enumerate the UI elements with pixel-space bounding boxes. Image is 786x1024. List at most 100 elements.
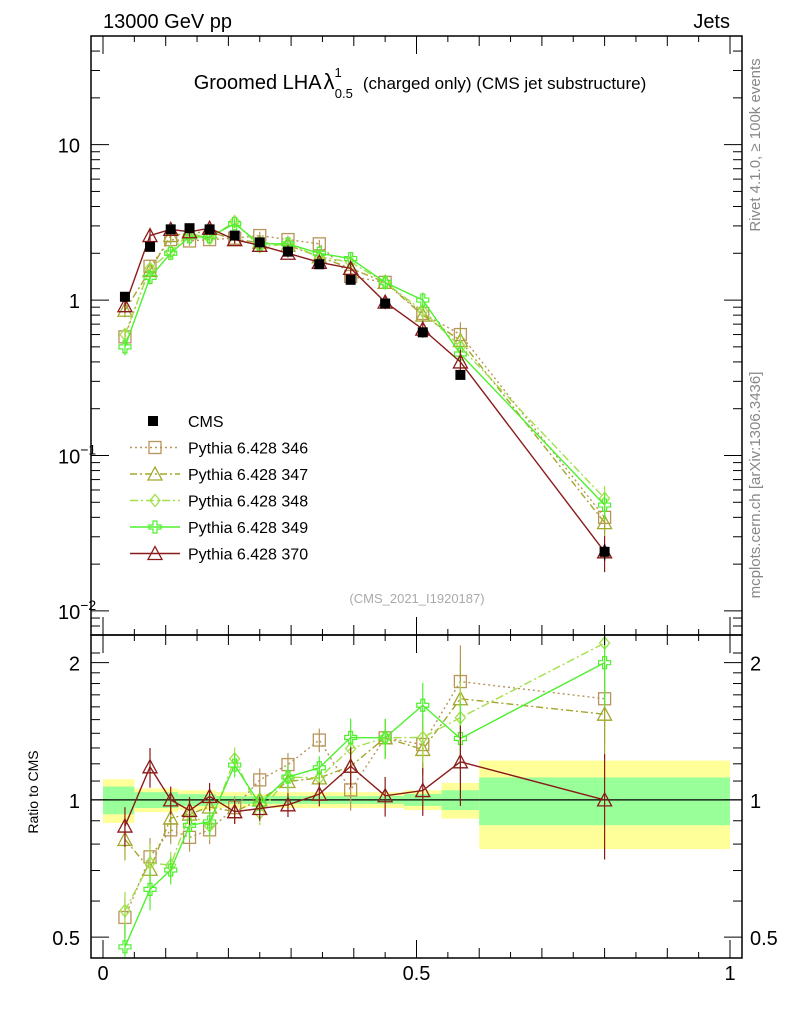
series-point [598, 498, 612, 512]
legend-marker [148, 520, 162, 534]
ratio-point [311, 785, 328, 801]
ratio-point [251, 800, 268, 816]
ratio-point [414, 782, 431, 798]
ratio-point [162, 791, 179, 807]
ratio-point [416, 730, 429, 745]
ratio-point [141, 758, 159, 774]
ratio-tick-label-right: 1 [750, 791, 761, 813]
y-tick-label: 1 [69, 291, 80, 313]
ratio-point [281, 770, 295, 784]
ratio-point [253, 773, 267, 787]
ratio-point [253, 797, 267, 811]
ratio-point [377, 787, 394, 803]
legend: CMS Pythia 6.428 346 Pythia 6.428 347 Pythi… [130, 414, 308, 564]
ratio-point [596, 791, 613, 807]
ratio-line [124, 698, 605, 871]
ratio-point [452, 753, 469, 769]
ratio-point [279, 796, 297, 812]
ratio-axis-label: Ratio to CMS [25, 750, 41, 833]
legend-label: Pythia 6.428 348 [188, 494, 308, 511]
x-tick-label: 0 [97, 963, 108, 985]
ratio-point [312, 733, 326, 747]
series-point [118, 340, 132, 354]
y-tick-label: 10−1 [58, 441, 96, 468]
process-label: Jets [693, 11, 730, 33]
series-point [116, 301, 134, 317]
ratio-point [116, 817, 134, 833]
legend-label: Pythia 6.428 347 [188, 467, 308, 484]
data-point [119, 291, 130, 302]
y-tick-label: 10 [58, 136, 80, 158]
series-point [416, 293, 430, 307]
series-point [141, 227, 159, 243]
legend-label: Pythia 6.428 346 [188, 441, 308, 458]
ratio-point [164, 863, 178, 877]
data-point [165, 224, 176, 235]
series-point [164, 246, 178, 260]
ratio-point [596, 705, 613, 721]
legend-label-cms: CMS [188, 414, 224, 431]
ratio-point [342, 757, 359, 773]
series-point [596, 514, 613, 530]
series-point [416, 304, 429, 319]
source-site-label: mcplots.cern.ch [arXiv:1306.3436] [747, 372, 764, 599]
ratio-tick-label-left: 1 [69, 791, 80, 813]
legend-marker [149, 493, 161, 508]
ratio-point [226, 803, 243, 819]
ratio-line [124, 662, 605, 948]
legend-marker [146, 465, 164, 481]
series-point [228, 217, 242, 231]
ratio-tick-label-right: 2 [750, 654, 761, 676]
series-point [342, 259, 359, 275]
ratio-point [201, 788, 218, 804]
rivet-version-label: Rivet 4.1.0, ≥ 100k events [747, 58, 764, 231]
x-tick-label: 0.5 [403, 963, 431, 985]
series-point [452, 353, 469, 369]
data-point [204, 224, 215, 235]
ratio-point [378, 731, 392, 745]
ratio-point [453, 731, 467, 746]
data-point [380, 298, 391, 309]
data-point [184, 223, 195, 234]
legend-label: Pythia 6.428 370 [188, 547, 308, 564]
ratio-point [598, 656, 612, 670]
ratio-line [124, 642, 605, 912]
ratio-point [312, 761, 326, 775]
analysis-watermark: (CMS_2021_I1920187) [349, 591, 484, 606]
data-point [314, 259, 325, 270]
ratio-point [181, 802, 198, 818]
ratio-point [182, 818, 197, 832]
ratio-point [344, 730, 358, 745]
y-tick-label: 10−2 [58, 597, 96, 624]
ratio-point [162, 809, 179, 825]
data-point [345, 274, 356, 285]
series-point [116, 297, 134, 313]
series-point [143, 270, 157, 284]
x-tick-label: 1 [724, 963, 735, 985]
ratio-tick-label-right: 0.5 [750, 928, 778, 950]
ratio-point [416, 698, 430, 712]
plot-title: Groomed LHAλ1 0.5(charged only) (CMS jet … [194, 65, 647, 101]
ratio-point [228, 758, 242, 772]
data-point [229, 230, 240, 241]
data-point [282, 246, 293, 257]
ratio-line [124, 761, 605, 827]
legend-label: Pythia 6.428 349 [188, 520, 308, 537]
ratio-point [202, 815, 217, 829]
series-line [124, 222, 606, 506]
data-point [254, 237, 265, 248]
collision-label: 13000 GeV pp [103, 11, 232, 33]
series-point [202, 230, 217, 244]
ratio-point [119, 903, 131, 918]
ratio-point [144, 855, 156, 870]
ratio-point [143, 882, 157, 896]
legend-marker [148, 440, 162, 455]
ratio-point [118, 940, 132, 954]
data-point [455, 369, 466, 380]
data-point [145, 241, 156, 252]
legend-marker [146, 545, 164, 561]
data-point [599, 546, 610, 557]
ratio-tick-label-left: 2 [69, 654, 80, 676]
series-line [124, 234, 606, 518]
